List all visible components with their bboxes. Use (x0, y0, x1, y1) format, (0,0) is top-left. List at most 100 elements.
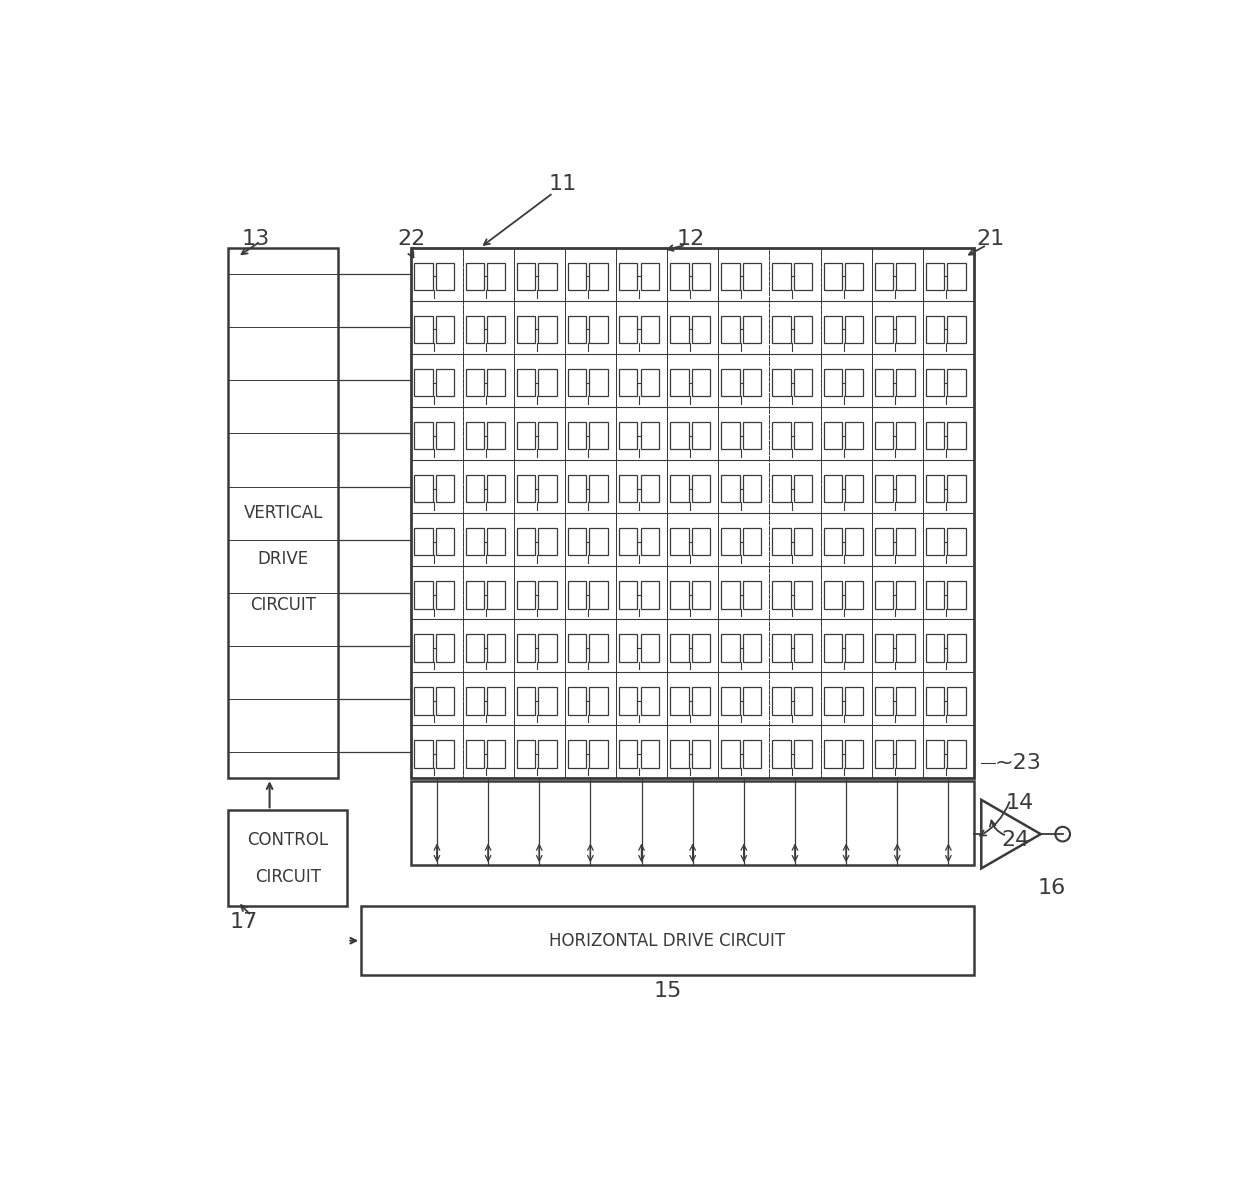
Bar (692, 368, 711, 397)
Bar (414, 527, 433, 556)
Bar (718, 460, 769, 513)
Text: 17: 17 (229, 912, 258, 931)
Bar (794, 316, 812, 343)
Bar (794, 475, 812, 503)
Bar (568, 475, 587, 503)
Bar (641, 316, 658, 343)
Bar (487, 740, 506, 767)
Bar (923, 619, 973, 672)
Bar (564, 407, 616, 460)
Bar (414, 316, 433, 343)
Bar (641, 527, 658, 556)
Bar (794, 581, 812, 608)
Bar (821, 619, 872, 672)
Bar (692, 422, 711, 449)
Bar (769, 248, 821, 301)
Bar (872, 354, 923, 407)
Bar (619, 263, 637, 290)
Text: 12: 12 (676, 228, 704, 248)
Bar (641, 263, 658, 290)
Bar (722, 527, 740, 556)
Bar (821, 460, 872, 513)
Bar (589, 634, 608, 662)
Bar (517, 634, 536, 662)
Bar (670, 368, 688, 397)
Bar (670, 687, 688, 715)
Bar (872, 725, 923, 778)
Bar (412, 781, 973, 865)
Bar (846, 422, 863, 449)
Bar (670, 475, 688, 503)
Bar (361, 906, 973, 975)
Bar (872, 301, 923, 354)
Bar (568, 422, 587, 449)
Bar (568, 527, 587, 556)
Text: CONTROL: CONTROL (247, 832, 329, 849)
Bar (667, 513, 718, 567)
Bar (568, 368, 587, 397)
Bar (897, 687, 915, 715)
Bar (823, 740, 842, 767)
Bar (616, 672, 667, 725)
Bar (619, 581, 637, 608)
Bar (821, 567, 872, 619)
Bar (616, 460, 667, 513)
Bar (589, 316, 608, 343)
Text: HORIZONTAL DRIVE CIRCUIT: HORIZONTAL DRIVE CIRCUIT (549, 931, 786, 949)
Bar (874, 368, 893, 397)
Bar (926, 422, 945, 449)
Bar (743, 368, 761, 397)
Bar (436, 475, 454, 503)
Bar (568, 316, 587, 343)
Bar (897, 475, 915, 503)
Bar (517, 475, 536, 503)
Bar (538, 687, 557, 715)
Bar (412, 513, 463, 567)
Bar (412, 248, 463, 301)
Bar (718, 672, 769, 725)
Bar (874, 263, 893, 290)
Bar (667, 248, 718, 301)
Bar (846, 687, 863, 715)
Bar (846, 634, 863, 662)
Bar (513, 248, 564, 301)
Bar (513, 354, 564, 407)
Bar (872, 248, 923, 301)
Bar (794, 687, 812, 715)
Bar (568, 687, 587, 715)
Bar (436, 263, 454, 290)
Bar (874, 740, 893, 767)
Bar (794, 422, 812, 449)
Bar (463, 407, 513, 460)
Bar (769, 301, 821, 354)
Bar (769, 354, 821, 407)
Bar (436, 422, 454, 449)
Bar (718, 619, 769, 672)
Bar (513, 407, 564, 460)
Bar (923, 301, 973, 354)
Bar (589, 581, 608, 608)
Bar (465, 368, 484, 397)
Bar (794, 740, 812, 767)
Text: DRIVE: DRIVE (258, 550, 309, 568)
Bar (616, 725, 667, 778)
Bar (463, 513, 513, 567)
Bar (465, 634, 484, 662)
Bar (743, 527, 761, 556)
Bar (947, 581, 966, 608)
Bar (513, 725, 564, 778)
Bar (872, 672, 923, 725)
Bar (846, 581, 863, 608)
Bar (923, 248, 973, 301)
Bar (874, 687, 893, 715)
Bar (564, 354, 616, 407)
Bar (773, 368, 791, 397)
Bar (947, 527, 966, 556)
Bar (823, 368, 842, 397)
Bar (465, 475, 484, 503)
Bar (436, 634, 454, 662)
Bar (414, 368, 433, 397)
Bar (538, 368, 557, 397)
Bar (412, 619, 463, 672)
Bar (821, 354, 872, 407)
